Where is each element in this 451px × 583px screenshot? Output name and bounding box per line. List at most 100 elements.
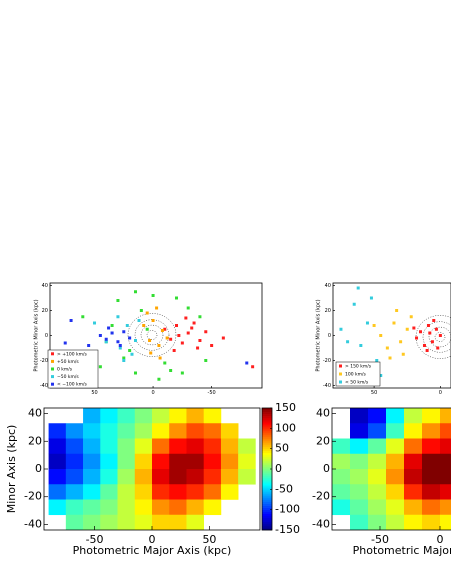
heat-cell xyxy=(386,453,405,470)
heat-cell xyxy=(404,514,423,530)
heat-cell xyxy=(169,499,187,516)
contour xyxy=(146,330,158,340)
point xyxy=(172,349,176,352)
legend-marker xyxy=(51,375,54,379)
heat-cell xyxy=(203,438,222,455)
point xyxy=(81,315,85,319)
y-tick-label: 40 xyxy=(316,407,330,420)
colorbar-step xyxy=(262,523,272,527)
heat-cell xyxy=(134,438,153,455)
y-tick-label: 20 xyxy=(42,308,48,314)
point xyxy=(174,296,178,300)
heat-cell xyxy=(238,438,256,455)
colorbar-step xyxy=(262,414,272,417)
colorbar-tick-label: 100 xyxy=(275,421,296,434)
heat-cell xyxy=(422,484,441,500)
point xyxy=(434,327,438,331)
point xyxy=(63,341,67,345)
heat-cell xyxy=(152,453,170,470)
heat-cell xyxy=(152,423,170,439)
point xyxy=(428,331,432,335)
colorbar-step xyxy=(262,426,272,429)
heat-cell xyxy=(169,408,187,424)
point xyxy=(186,306,190,310)
point xyxy=(104,340,108,344)
point xyxy=(104,337,108,341)
contour xyxy=(127,313,177,357)
colorbar-step xyxy=(262,450,272,454)
heat-cell xyxy=(368,514,387,530)
point xyxy=(118,346,122,350)
plot-area xyxy=(332,408,451,530)
point xyxy=(392,321,396,325)
colorbar-step xyxy=(262,428,272,431)
point xyxy=(110,324,114,327)
colorbar-step xyxy=(262,527,272,531)
heat-cell xyxy=(48,423,67,439)
heat-cell xyxy=(169,453,187,470)
contour xyxy=(422,321,451,353)
colorbar-step xyxy=(262,519,272,523)
colorbar-step xyxy=(262,511,272,515)
heat-cell xyxy=(134,408,153,424)
point xyxy=(192,321,196,325)
point xyxy=(372,324,376,327)
colorbar-step xyxy=(262,452,272,456)
point xyxy=(184,316,188,320)
legend-marker xyxy=(339,372,342,376)
colorbar-step xyxy=(262,505,272,508)
heat-cell xyxy=(100,408,118,424)
contour xyxy=(415,315,451,359)
heat-cell xyxy=(100,453,118,470)
colorbar-step xyxy=(262,521,272,525)
heat-cell xyxy=(386,438,405,455)
colorbar-step xyxy=(262,503,272,506)
heat-cell xyxy=(117,408,136,424)
point xyxy=(375,359,379,362)
point xyxy=(122,359,126,362)
heat-cell xyxy=(169,438,187,455)
heat-cell xyxy=(169,514,187,530)
heat-cell xyxy=(440,514,451,530)
heat-cell xyxy=(100,484,118,500)
heat-cell xyxy=(203,499,222,516)
point xyxy=(69,319,73,322)
point xyxy=(107,326,111,330)
colorbar-step xyxy=(262,479,272,482)
point xyxy=(157,344,161,347)
point xyxy=(356,286,360,290)
heat-cell xyxy=(332,499,351,516)
point xyxy=(145,311,149,315)
heat-cell xyxy=(368,484,387,500)
colorbar-step xyxy=(262,481,272,484)
colorbar-step xyxy=(262,466,272,470)
heat-cell xyxy=(117,438,136,455)
point xyxy=(190,326,194,330)
heat-cell xyxy=(350,423,369,439)
colorbar-step xyxy=(262,410,272,413)
heat-cell xyxy=(220,484,239,500)
y-tick-label: 40 xyxy=(325,283,331,289)
heat-cell xyxy=(134,499,153,516)
heat-cell xyxy=(48,484,67,500)
heat-cell xyxy=(220,423,239,439)
point xyxy=(352,302,356,306)
point xyxy=(134,339,138,342)
heat-cell xyxy=(404,438,423,455)
colorbar-step xyxy=(262,471,272,474)
heat-cell xyxy=(238,453,256,470)
y-tick-label: -40 xyxy=(323,383,331,389)
plot-area xyxy=(339,286,451,377)
contour xyxy=(140,324,164,346)
point xyxy=(405,327,409,331)
heat-cell xyxy=(134,484,153,500)
heat-cell xyxy=(440,408,451,424)
heat-cell xyxy=(404,469,423,485)
point xyxy=(388,356,392,360)
heat-cell xyxy=(440,484,451,500)
legend-marker xyxy=(51,382,54,386)
x-tick-label: 0 xyxy=(151,390,154,396)
point xyxy=(180,371,184,375)
heat-cell xyxy=(386,423,405,439)
point xyxy=(422,344,426,347)
